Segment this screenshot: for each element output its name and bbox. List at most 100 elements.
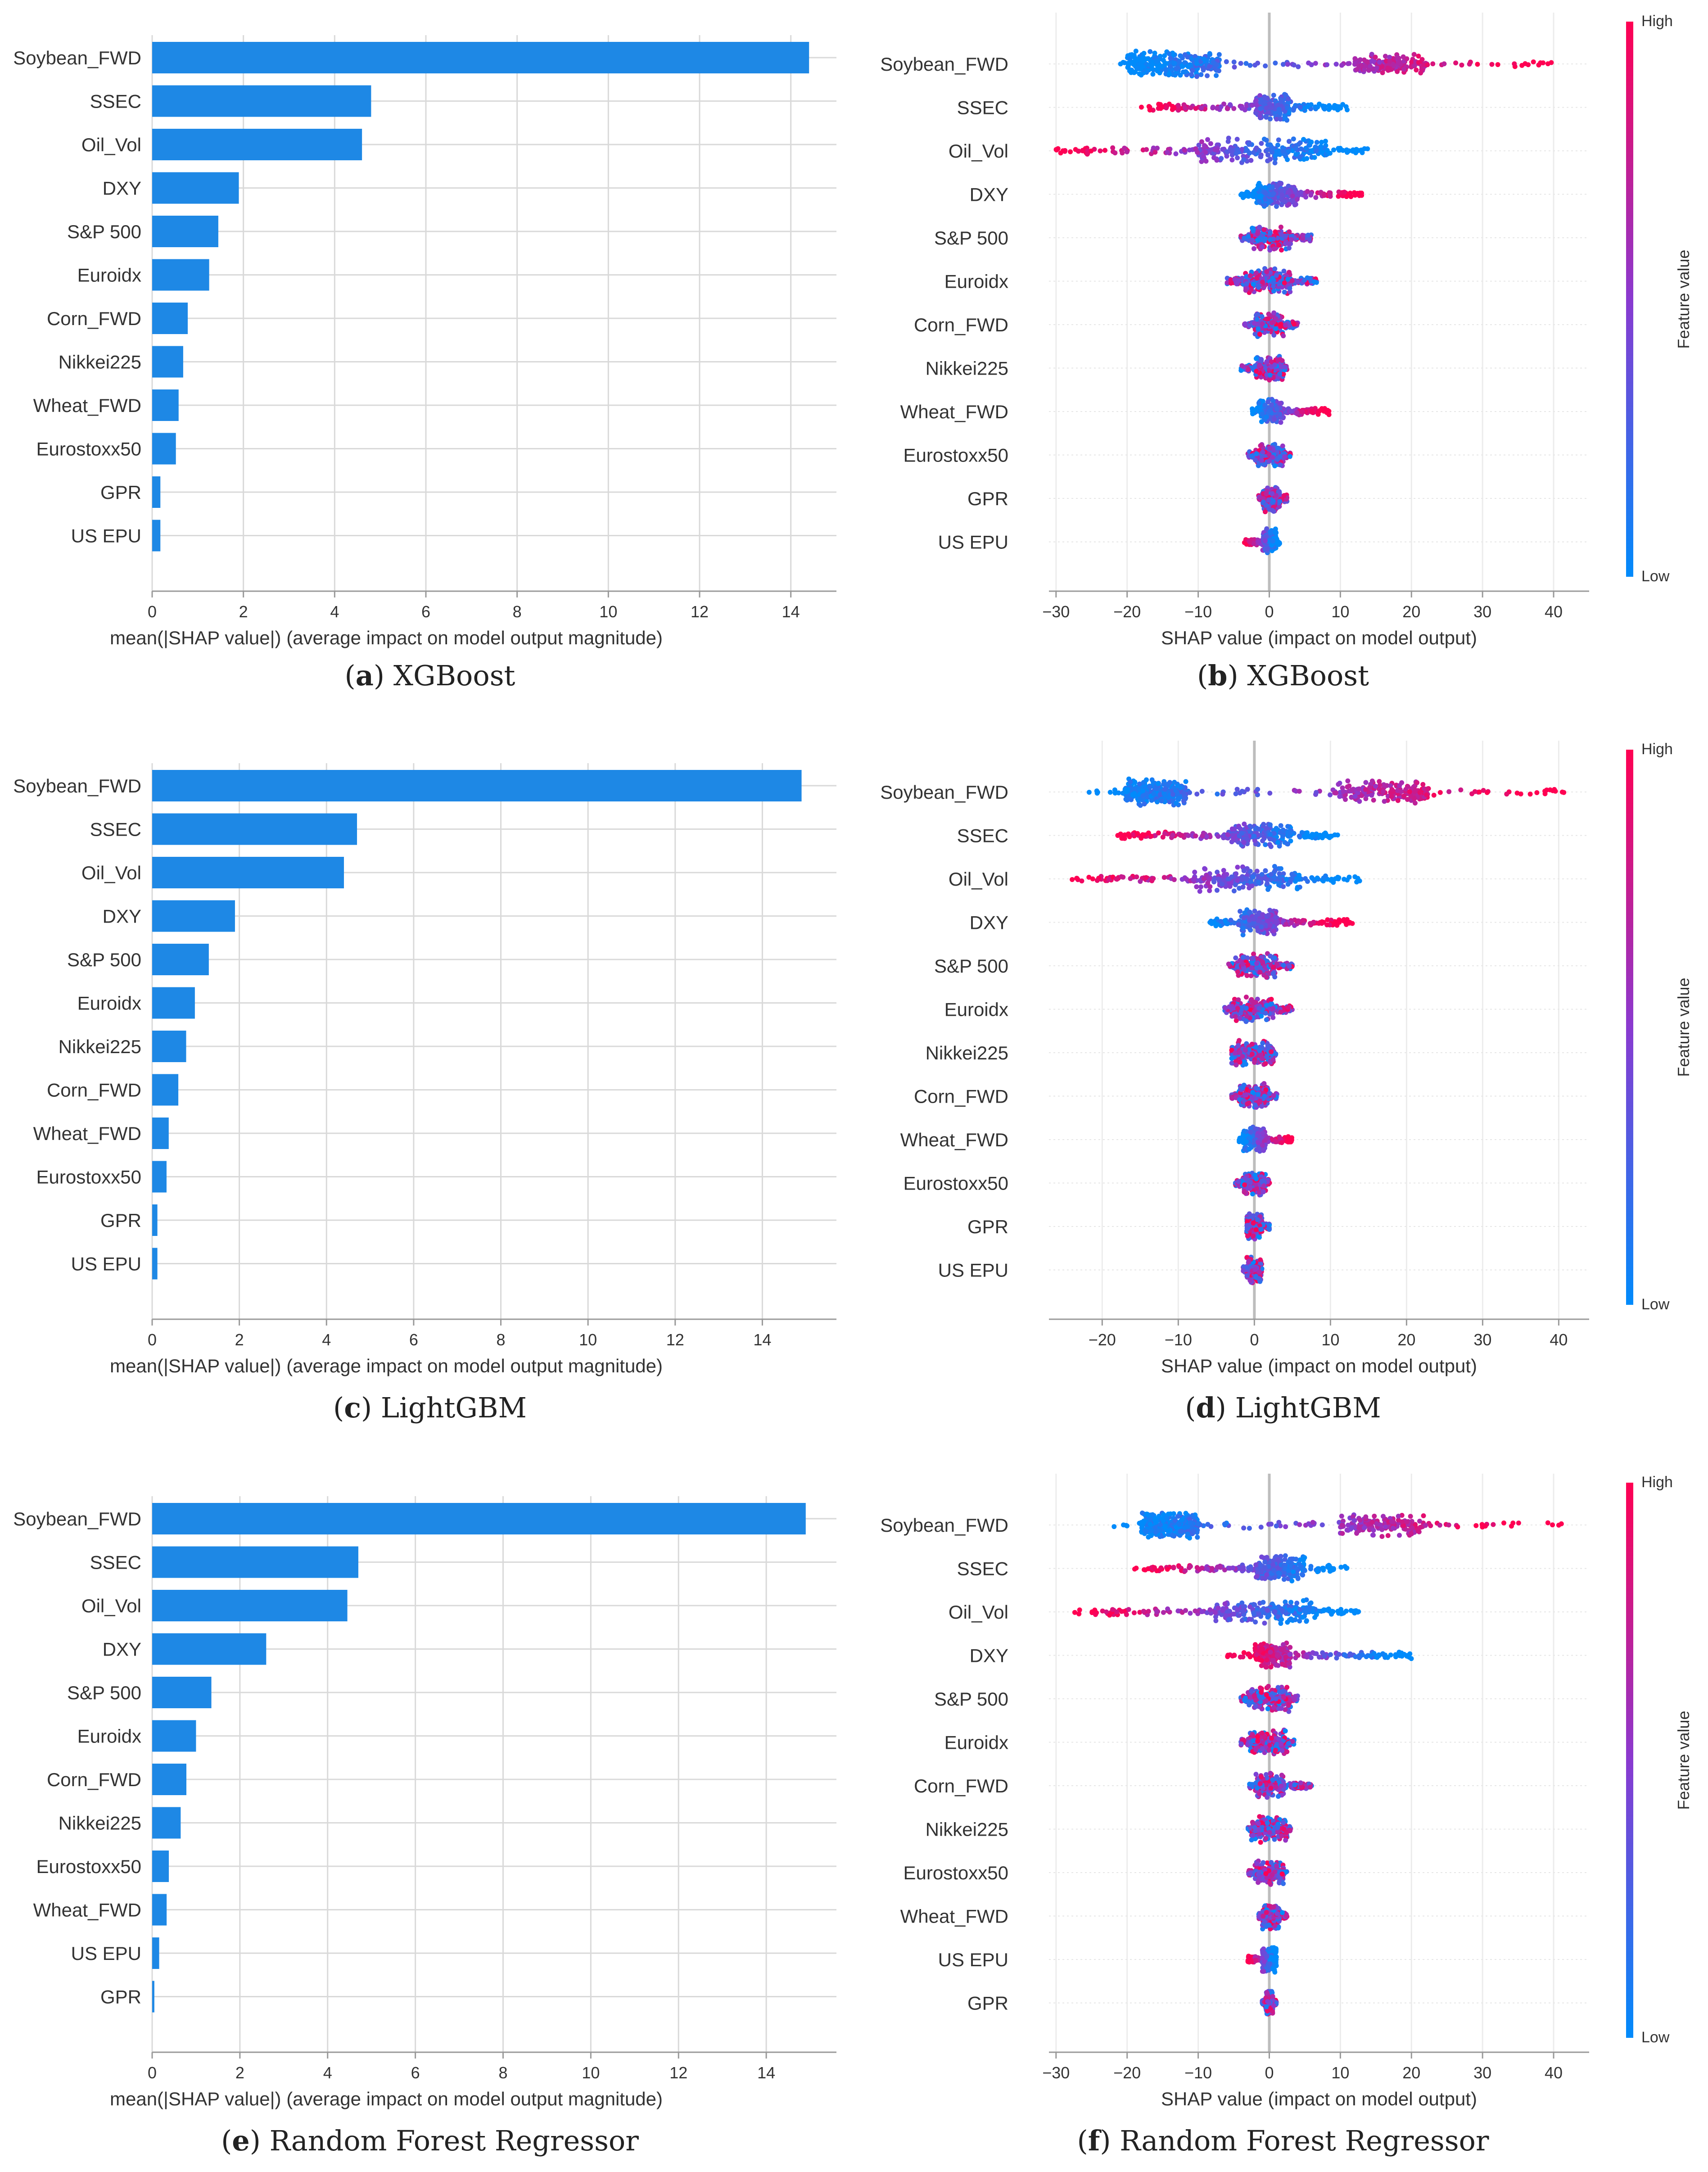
swarm-point: [1247, 63, 1253, 68]
swarm-point: [1258, 443, 1263, 448]
swarm-point: [1291, 62, 1297, 68]
swarm-point: [1202, 143, 1207, 148]
swarm-point: [1264, 137, 1269, 143]
swarm-point: [1274, 406, 1279, 412]
swarm-point: [1291, 321, 1297, 327]
swarm-point: [1357, 799, 1362, 804]
swarm-point: [1268, 529, 1273, 535]
swarm-point: [1280, 149, 1286, 154]
swarm-point: [1277, 371, 1283, 377]
swarm-point: [1303, 145, 1309, 151]
swarm-point: [1278, 111, 1283, 116]
swarm-point: [1336, 782, 1341, 787]
swarm-point: [1267, 791, 1273, 796]
swarm-point: [1268, 157, 1273, 162]
swarm-point: [1285, 824, 1291, 829]
bar-dxy: [152, 172, 239, 204]
swarm-point: [1264, 115, 1269, 120]
swarm-point: [1280, 833, 1285, 839]
swarm-point: [1289, 278, 1295, 283]
swarm-point: [1286, 241, 1291, 246]
swarm-point: [1274, 530, 1279, 535]
swarm-point: [1336, 194, 1341, 199]
swarm-point: [1178, 785, 1183, 790]
swarm-point: [1086, 790, 1092, 795]
swarm-point: [1286, 245, 1292, 251]
swarm-point: [1264, 491, 1269, 497]
swarm-point: [1260, 449, 1265, 455]
swarm-point: [1269, 320, 1274, 326]
swarm-point: [1298, 190, 1304, 195]
swarm-point: [1458, 787, 1464, 792]
swarm-point: [1183, 779, 1188, 784]
swarm-point: [1518, 791, 1523, 796]
swarm-point: [1237, 833, 1242, 839]
swarm-point: [1401, 67, 1406, 72]
swarm-point: [1271, 246, 1277, 252]
swarm-point: [1258, 97, 1264, 102]
swarm-point: [1151, 791, 1157, 796]
swarm-point: [1154, 145, 1160, 151]
category-label: US EPU: [71, 1253, 141, 1275]
swarm-point: [1284, 105, 1290, 110]
swarm-point: [1285, 276, 1291, 282]
swarm-point: [1166, 72, 1172, 77]
swarm-point: [1254, 145, 1259, 151]
swarm-point: [1203, 158, 1209, 164]
swarm-point: [1294, 410, 1300, 415]
swarm-point: [1271, 332, 1277, 338]
swarm-point: [1141, 50, 1147, 56]
swarm-point: [1214, 62, 1220, 68]
swarm-point: [1279, 181, 1284, 186]
swarm-point: [1199, 105, 1204, 111]
swarm-point: [1232, 826, 1237, 832]
swarm-point: [1437, 790, 1443, 795]
swarm-point: [1053, 147, 1059, 152]
swarm-point: [1276, 243, 1282, 248]
swarm-point: [1161, 782, 1166, 787]
swarm-point: [1371, 797, 1376, 803]
swarm-point: [1262, 95, 1267, 100]
bar-wheat-fwd: [152, 1118, 169, 1149]
swarm-point: [1233, 791, 1238, 796]
swarm-point: [1301, 137, 1306, 142]
x-tick-label: 0: [1265, 602, 1274, 621]
swarm-point: [1215, 833, 1221, 839]
swarm-point: [1187, 147, 1192, 153]
swarm-point: [1130, 832, 1136, 837]
swarm-point: [1138, 879, 1143, 884]
swarm-point: [1286, 270, 1292, 275]
swarm-point: [1270, 280, 1276, 285]
swarm-point: [1154, 799, 1160, 805]
swarm-point: [1182, 105, 1188, 111]
bar-soybean-fwd: [152, 42, 809, 73]
category-label: US EPU: [71, 525, 141, 547]
swarm-point: [1285, 157, 1290, 163]
swarm-point: [1352, 794, 1358, 799]
colorbar: [1626, 22, 1633, 577]
swarm-point: [1308, 192, 1314, 198]
swarm-point: [1314, 790, 1319, 795]
swarm-point: [1225, 139, 1231, 144]
x-tick-label: 10: [599, 602, 617, 621]
swarm-point: [1309, 140, 1314, 145]
swarm-point: [1265, 109, 1271, 115]
swarm-point: [1186, 833, 1191, 838]
swarm-point: [1408, 793, 1414, 799]
bar-ssec: [152, 813, 357, 845]
category-label: Wheat_FWD: [33, 1123, 141, 1144]
x-tick-label: 2: [235, 1330, 244, 1349]
bar-gpr: [152, 1204, 158, 1236]
swarm-point: [1248, 158, 1254, 163]
swarm-point: [1359, 190, 1364, 196]
swarm-point: [1411, 52, 1417, 57]
swarm-point: [1094, 788, 1099, 794]
swarm-point: [1282, 199, 1288, 204]
swarm-point: [1268, 116, 1273, 122]
swarm-point: [1385, 65, 1391, 71]
swarm-point: [1254, 369, 1259, 374]
swarm-point: [1124, 797, 1130, 803]
swarm-point: [1238, 826, 1243, 832]
swarm-point: [1068, 149, 1073, 154]
